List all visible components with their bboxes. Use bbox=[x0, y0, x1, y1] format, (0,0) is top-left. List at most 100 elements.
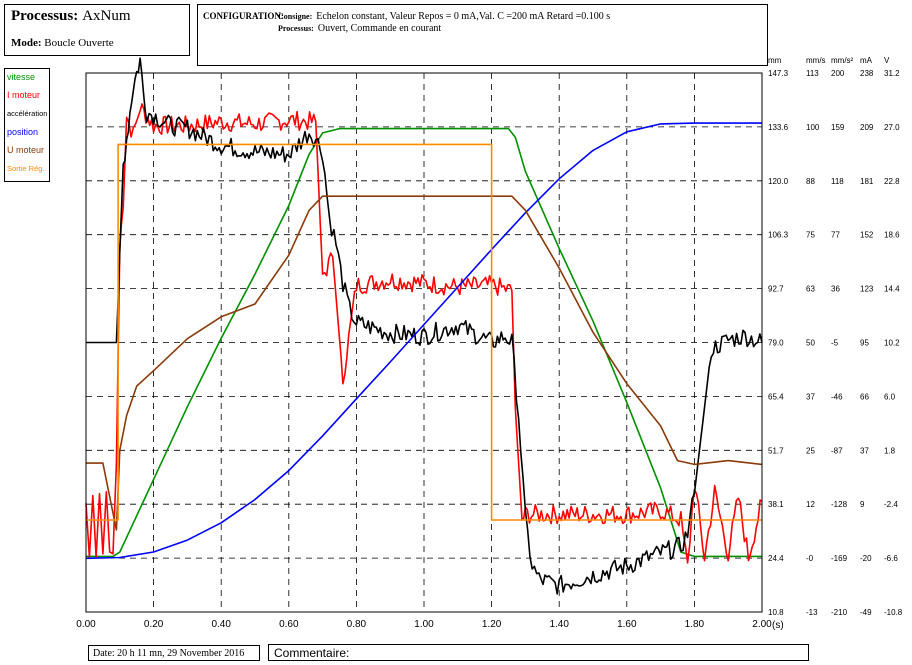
y-tick-label: 10.2 bbox=[884, 339, 900, 348]
y-tick-label: 25 bbox=[806, 446, 815, 455]
y-tick-label: 66 bbox=[860, 392, 869, 401]
y-tick-label: 22.8 bbox=[884, 177, 900, 186]
axis-unit-ma: mA bbox=[860, 56, 873, 65]
y-tick-label: -46 bbox=[831, 392, 843, 401]
x-tick-label: 1.00 bbox=[414, 619, 434, 630]
y-tick-label: 1.8 bbox=[884, 446, 896, 455]
x-tick-label: 1.40 bbox=[549, 619, 569, 630]
legend-position: position bbox=[7, 127, 39, 137]
process-label: Processus: bbox=[11, 8, 79, 24]
y-tick-label: 27.0 bbox=[884, 123, 900, 132]
y-tick-label: -5 bbox=[831, 339, 839, 348]
y-tick-label: 95 bbox=[860, 339, 869, 348]
configuration-label: CONFIGURATION: bbox=[203, 11, 284, 21]
y-tick-label: 18.6 bbox=[884, 231, 900, 240]
x-tick-label: 2.00 bbox=[752, 619, 772, 630]
legend-i-moteur: I moteur bbox=[7, 90, 41, 100]
process-mode: Mode: Boucle Ouverte bbox=[11, 37, 114, 49]
y-tick-label: 37 bbox=[806, 392, 815, 401]
y-tick-label: -128 bbox=[831, 500, 848, 509]
x-tick-label: 0.40 bbox=[211, 619, 231, 630]
y-tick-label: -10.8 bbox=[884, 608, 903, 617]
y-tick-label: 209 bbox=[860, 123, 874, 132]
y-tick-label: 10.8 bbox=[768, 608, 784, 617]
y-tick-label: 12 bbox=[806, 500, 815, 509]
y-tick-label: 6.0 bbox=[884, 392, 896, 401]
y-tick-label: -169 bbox=[831, 554, 848, 563]
y-tick-label: 147.3 bbox=[768, 69, 789, 78]
y-tick-label: 36 bbox=[831, 285, 840, 294]
y-tick-label: 24.4 bbox=[768, 554, 784, 563]
y-tick-label: 123 bbox=[860, 285, 874, 294]
x-tick-label: 1.60 bbox=[617, 619, 637, 630]
axis-unit-mms: mm/s bbox=[806, 56, 826, 65]
series-u-moteur bbox=[86, 195, 763, 531]
y-tick-label: -20 bbox=[860, 554, 872, 563]
y-tick-label: -0 bbox=[806, 554, 814, 563]
series-vitesse bbox=[86, 127, 762, 558]
y-tick-label: 65.4 bbox=[768, 392, 784, 401]
y-tick-label: 133.6 bbox=[768, 123, 789, 132]
y-tick-label: -13 bbox=[806, 608, 818, 617]
x-tick-label: 0.20 bbox=[144, 619, 164, 630]
comment-panel[interactable]: Commentaire: bbox=[268, 644, 809, 661]
y-tick-label: 77 bbox=[831, 231, 840, 240]
configuration-setpoint: Consigne: Echelon constant, Valeur Repos … bbox=[278, 11, 610, 22]
process-value: Ouvert, Commande en courant bbox=[317, 23, 442, 34]
y-tick-label: 159 bbox=[831, 123, 845, 132]
y-tick-label: -87 bbox=[831, 446, 843, 455]
axis-unit-v: V bbox=[884, 56, 890, 65]
legend-sortie-reg: Sortie Rég. bbox=[7, 164, 45, 173]
y-tick-label: 152 bbox=[860, 231, 874, 240]
y-tick-label: 120.0 bbox=[768, 177, 789, 186]
x-tick-label: 0.80 bbox=[347, 619, 367, 630]
y-tick-label: -49 bbox=[860, 608, 872, 617]
series-i-moteur bbox=[85, 103, 763, 564]
x-axis-unit: (s) bbox=[772, 620, 784, 631]
mode-label: Mode: bbox=[11, 37, 42, 49]
y-tick-label: 181 bbox=[860, 177, 874, 186]
tick-labels: 0.00 0.20 0.40 0.60 0.80 1.00 1.20 1.40 1.60 1.80… bbox=[76, 56, 903, 631]
date-panel: Date: 20 h 11 mn, 29 November 2016 bbox=[88, 645, 260, 661]
y-tick-label: 200 bbox=[831, 69, 845, 78]
series-acc-l-ration bbox=[86, 57, 763, 595]
x-tick-label: 1.80 bbox=[685, 619, 705, 630]
y-tick-label: 38.1 bbox=[768, 500, 784, 509]
comment-label: Commentaire: bbox=[274, 646, 350, 660]
y-tick-label: -6.6 bbox=[884, 554, 898, 563]
legend-u-moteur: U moteur bbox=[7, 145, 45, 155]
y-tick-label: 31.2 bbox=[884, 69, 900, 78]
y-tick-label: 63 bbox=[806, 285, 815, 294]
y-tick-label: 113 bbox=[806, 69, 819, 78]
configuration-panel: CONFIGURATION: Consigne: Echelon constant… bbox=[197, 4, 768, 66]
y-tick-label: -2.4 bbox=[884, 500, 898, 509]
series-lines bbox=[85, 57, 763, 595]
y-tick-label: 75 bbox=[806, 231, 815, 240]
mode-value: Boucle Ouverte bbox=[44, 37, 114, 49]
y-tick-label: 106.3 bbox=[768, 231, 789, 240]
legend-acceleration: accélération bbox=[7, 109, 48, 118]
y-tick-label: 118 bbox=[831, 177, 844, 186]
x-tick-label: 0.60 bbox=[279, 619, 299, 630]
x-tick-label: 1.20 bbox=[482, 619, 502, 630]
y-tick-label: 79.0 bbox=[768, 339, 784, 348]
series-sortie-r-g- bbox=[86, 143, 762, 521]
grid bbox=[86, 73, 762, 612]
y-tick-label: 88 bbox=[806, 177, 815, 186]
y-tick-label: 51.7 bbox=[768, 446, 784, 455]
configuration-process: Processus: Ouvert, Commande en courant bbox=[278, 23, 441, 34]
process-panel: Processus: AxNum Mode: Boucle Ouverte bbox=[4, 4, 190, 56]
y-tick-label: 238 bbox=[860, 69, 874, 78]
y-tick-label: 50 bbox=[806, 339, 815, 348]
y-tick-label: 92.7 bbox=[768, 285, 784, 294]
date-text: Date: 20 h 11 mn, 29 November 2016 bbox=[93, 648, 245, 659]
process-title: Processus: AxNum bbox=[11, 8, 131, 25]
process-name: AxNum bbox=[82, 8, 131, 24]
y-tick-label: 14.4 bbox=[884, 285, 900, 294]
setpoint-value: Echelon constant, Valeur Repos = 0 mA,Va… bbox=[316, 11, 611, 22]
chart-legend: vitesse I moteur accélération position U… bbox=[4, 68, 50, 182]
x-tick-label: 0.00 bbox=[76, 619, 96, 630]
process-key: Processus: bbox=[278, 24, 314, 33]
y-tick-label: 9 bbox=[860, 500, 865, 509]
